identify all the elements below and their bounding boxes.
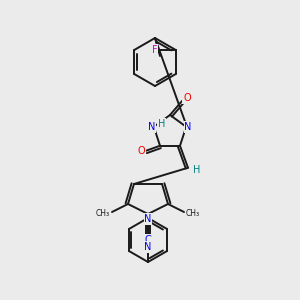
Text: H: H: [193, 165, 201, 175]
Text: CH₃: CH₃: [186, 208, 200, 217]
Text: N: N: [144, 242, 152, 252]
Text: H: H: [158, 119, 166, 129]
Text: O: O: [137, 146, 145, 156]
Text: C: C: [145, 235, 152, 245]
Text: N: N: [148, 122, 155, 132]
Text: N: N: [144, 214, 152, 224]
Text: O: O: [183, 93, 191, 103]
Text: F: F: [152, 45, 158, 55]
Text: CH₃: CH₃: [96, 208, 110, 217]
Text: N: N: [184, 122, 192, 132]
